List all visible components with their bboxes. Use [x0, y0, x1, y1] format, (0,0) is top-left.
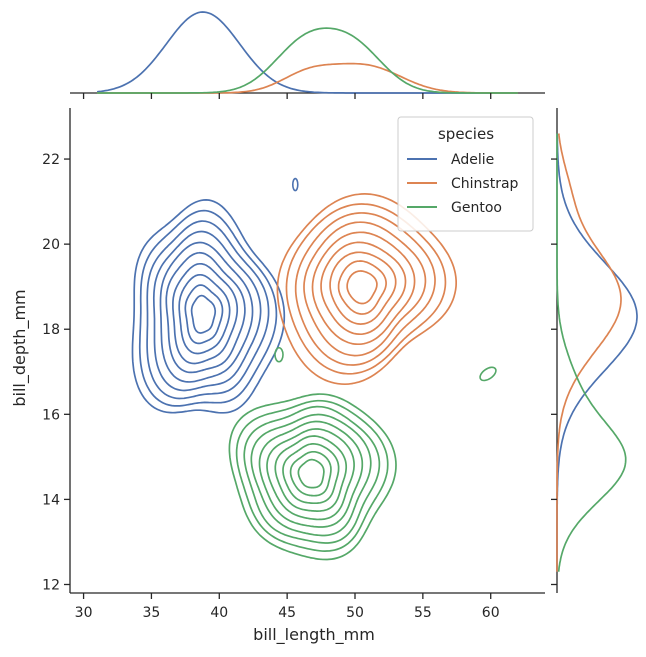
y-tick-label: 16: [42, 407, 60, 423]
contour-adelie-island: [291, 177, 299, 192]
contour-adelie-1: [131, 199, 286, 414]
marginal-x-panel: [70, 11, 545, 94]
marginal-x-chinstrap: [97, 62, 518, 94]
contour-adelie-4: [152, 230, 262, 392]
y-tick-label: 22: [42, 152, 60, 168]
contour-gentoo-6: [266, 428, 355, 521]
contour-adelie-7: [172, 262, 239, 365]
contour-gentoo-island-2: [274, 346, 284, 363]
contour-chinstrap-5: [311, 231, 416, 346]
y-axis-label: bill_depth_mm: [10, 289, 30, 406]
contour-adelie-6: [165, 251, 246, 374]
legend: species Adelie Chinstrap Gentoo: [397, 116, 534, 232]
x-tick-label: 50: [346, 605, 364, 621]
contour-gentoo-5: [258, 420, 364, 528]
contour-chinstrap-7: [329, 251, 397, 325]
y-tick-label: 20: [42, 237, 60, 253]
contour-gentoo-8: [282, 443, 340, 505]
x-axis-label: bill_length_mm: [253, 625, 375, 645]
contour-chinstrap-1: [276, 193, 458, 386]
contour-chinstrap-3: [294, 212, 436, 366]
marginal-x-adelie: [96, 11, 518, 94]
legend-frame: [397, 116, 534, 232]
contour-chinstrap-9: [346, 270, 378, 305]
contour-chinstrap-2: [285, 203, 447, 375]
marginal-y-adelie: [556, 133, 638, 572]
contour-adelie-3: [146, 220, 270, 400]
contour-layer: [131, 177, 497, 561]
x-tick-label: 55: [414, 605, 432, 621]
x-tick-label: 45: [278, 605, 296, 621]
legend-item-chinstrap: Chinstrap: [407, 176, 519, 192]
contour-adelie-10: [190, 294, 217, 334]
y-tick-label: 12: [42, 577, 60, 593]
legend-label: Gentoo: [451, 200, 502, 216]
contour-gentoo-4: [250, 413, 372, 537]
axes-layer: 30 35 40 45 50 55 60 12 14 16 18 20 22: [42, 93, 557, 621]
contour-gentoo-3: [243, 405, 381, 544]
contour-adelie-5: [159, 241, 254, 383]
contour-gentoo-2: [235, 399, 389, 552]
contour-chinstrap-8: [337, 260, 387, 315]
contour-gentoo-10: [297, 458, 325, 489]
contour-gentoo-island: [479, 366, 497, 382]
contour-gentoo-1: [228, 393, 397, 561]
legend-item-gentoo: Gentoo: [407, 200, 502, 216]
y-tick-label: 18: [42, 322, 60, 338]
x-tick-label: 30: [75, 605, 93, 621]
contours-adelie: [131, 199, 286, 414]
y-tick-label: 14: [42, 492, 60, 508]
legend-label: Adelie: [451, 152, 494, 168]
contour-gentoo-7: [274, 435, 348, 512]
contour-adelie-9: [184, 284, 224, 345]
x-tick-label: 35: [143, 605, 161, 621]
marginal-x-gentoo: [97, 27, 518, 94]
contours-gentoo: [228, 393, 397, 561]
contour-chinstrap-6: [320, 241, 407, 336]
marginal-y-panel: [556, 108, 638, 593]
legend-item-adelie: Adelie: [407, 152, 494, 168]
legend-title: species: [438, 125, 494, 143]
x-tick-label: 60: [482, 605, 500, 621]
contour-adelie-8: [178, 273, 231, 355]
contour-adelie-2: [138, 209, 278, 407]
legend-label: Chinstrap: [451, 176, 519, 192]
marginal-y-chinstrap: [556, 133, 622, 572]
marginal-y-gentoo: [556, 133, 627, 572]
contour-gentoo-9: [289, 450, 332, 497]
contour-chinstrap-4: [303, 221, 427, 357]
x-tick-label: 40: [210, 605, 228, 621]
contours-chinstrap: [276, 193, 458, 386]
